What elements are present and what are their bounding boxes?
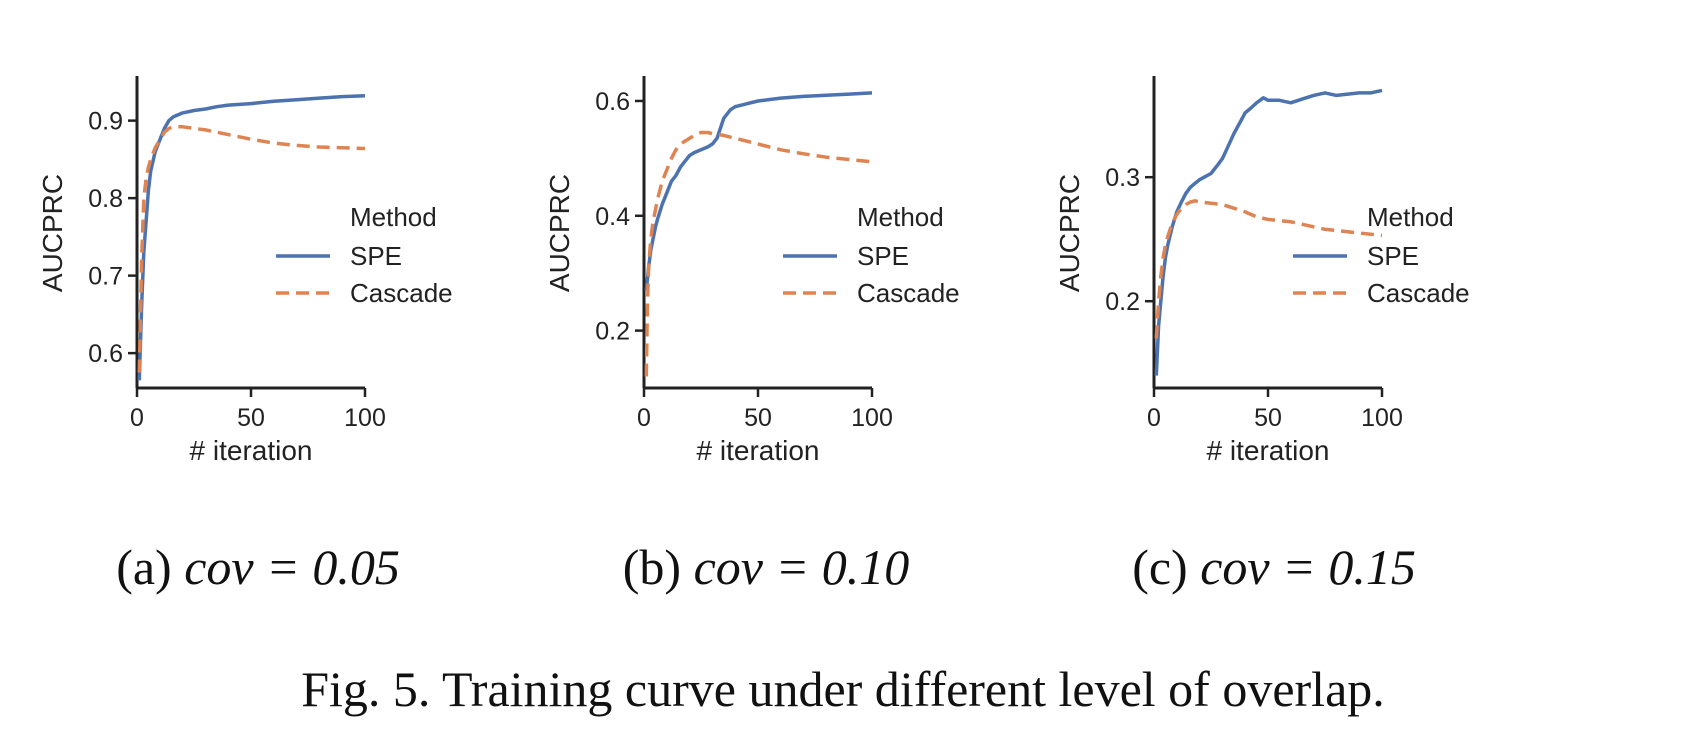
y-tick-label-a-3: 0.9 bbox=[88, 108, 123, 136]
line-chart-a: 0 50 100 0.6 0.7 0.8 0.9 # iteration AUCPRC Metho… bbox=[37, 76, 453, 466]
x-tick-label-b-2: 100 bbox=[851, 404, 893, 432]
line-chart-b: 0 50 100 0.2 0.4 0.6 # iteration AUCPRC Method SP… bbox=[544, 76, 960, 466]
subcaption-c-math: cov = 0.15 bbox=[1200, 539, 1416, 595]
x-tick-label-a-0: 0 bbox=[130, 404, 144, 432]
y-tick-label-c-1: 0.3 bbox=[1105, 164, 1140, 192]
chart-panel-a: 0 50 100 0.6 0.7 0.8 0.9 # iteration AUCPRC Metho… bbox=[20, 60, 560, 500]
x-tick-label-c-0: 0 bbox=[1147, 404, 1161, 432]
subcaption-a-math: cov = 0.05 bbox=[184, 539, 400, 595]
x-tick-label-c-1: 50 bbox=[1254, 404, 1282, 432]
subcaption-b-label: (b) bbox=[622, 539, 682, 595]
chart-panel-c: 0 50 100 0.2 0.3 # iteration AUCPRC Method SPE Ca… bbox=[1037, 60, 1577, 500]
y-tick-label-b-0: 0.2 bbox=[595, 318, 630, 346]
legend-label-cascade-b: Cascade bbox=[857, 278, 960, 308]
legend-title-c: Method bbox=[1367, 202, 1454, 232]
y-tick-label-a-2: 0.8 bbox=[88, 185, 123, 213]
y-tick-label-b-2: 0.6 bbox=[595, 88, 630, 116]
legend-title-b: Method bbox=[857, 202, 944, 232]
x-tick-label-c-2: 100 bbox=[1361, 404, 1403, 432]
line-chart-c: 0 50 100 0.2 0.3 # iteration AUCPRC Method SPE Ca… bbox=[1054, 76, 1470, 466]
y-tick-label-c-0: 0.2 bbox=[1105, 288, 1140, 316]
y-axis-label-c: AUCPRC bbox=[1054, 174, 1085, 292]
y-tick-label-a-0: 0.6 bbox=[88, 340, 123, 368]
legend-label-spe-a: SPE bbox=[350, 241, 402, 271]
x-tick-label-b-0: 0 bbox=[637, 404, 651, 432]
figure-caption: Fig. 5. Training curve under different l… bbox=[301, 661, 1385, 717]
series-line-cascade-a bbox=[137, 125, 366, 373]
x-axis-label-b: # iteration bbox=[697, 435, 820, 466]
subcaption-c: (c) cov = 0.15 bbox=[1004, 538, 1544, 596]
x-tick-label-b-1: 50 bbox=[744, 404, 772, 432]
legend-title-a: Method bbox=[350, 202, 437, 232]
chart-panel-b: 0 50 100 0.2 0.4 0.6 # iteration AUCPRC Method SP… bbox=[527, 60, 1067, 500]
series-line-spe-a bbox=[137, 94, 366, 381]
x-tick-label-a-2: 100 bbox=[344, 404, 386, 432]
subcaption-b-math: cov = 0.10 bbox=[693, 539, 910, 595]
legend-label-cascade-c: Cascade bbox=[1367, 278, 1470, 308]
subcaption-a-label: (a) bbox=[116, 539, 172, 595]
y-tick-label-b-1: 0.4 bbox=[595, 203, 630, 231]
legend-label-spe-b: SPE bbox=[857, 241, 909, 271]
y-tick-label-a-1: 0.7 bbox=[88, 263, 123, 291]
subcaption-b: (b) cov = 0.10 bbox=[496, 538, 1036, 596]
series-line-spe-b bbox=[644, 91, 873, 291]
y-axis-label-a: AUCPRC bbox=[37, 174, 68, 292]
x-axis-label-c: # iteration bbox=[1207, 435, 1330, 466]
subcaption-c-label: (c) bbox=[1132, 539, 1188, 595]
legend-label-cascade-a: Cascade bbox=[350, 278, 453, 308]
legend-label-spe-c: SPE bbox=[1367, 241, 1419, 271]
series-line-cascade-c bbox=[1154, 199, 1383, 339]
x-tick-label-a-1: 50 bbox=[237, 404, 265, 432]
subcaption-a: (a) cov = 0.05 bbox=[0, 538, 528, 596]
y-axis-label-b: AUCPRC bbox=[544, 174, 575, 292]
x-axis-label-a: # iteration bbox=[190, 435, 313, 466]
series-line-cascade-b bbox=[644, 130, 873, 377]
